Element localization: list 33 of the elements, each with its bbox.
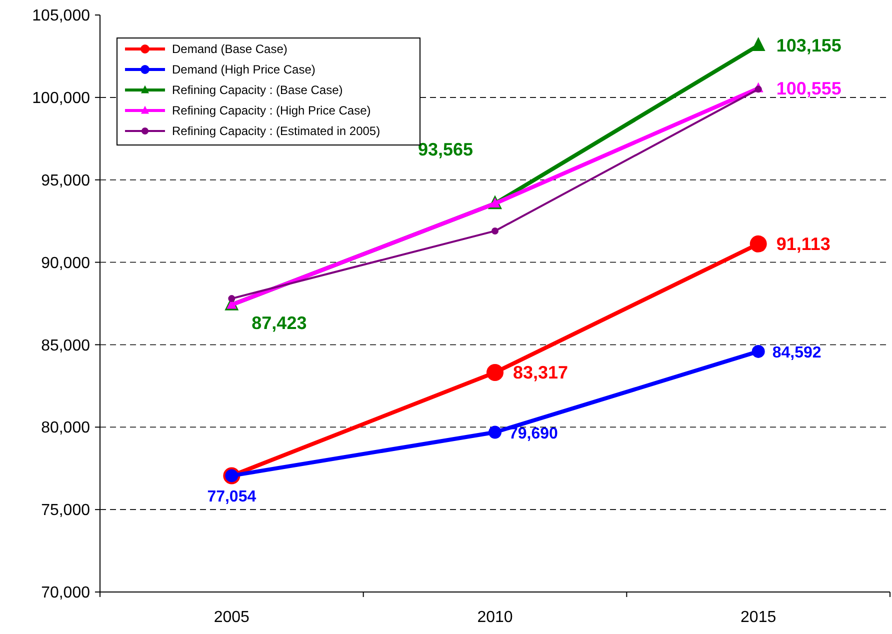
data-label: 103,155	[776, 35, 842, 56]
legend-label: Demand (Base Case)	[172, 42, 288, 56]
x-tick-label: 2015	[740, 609, 776, 626]
point	[752, 344, 765, 358]
legend-label: Refining Capacity : (High Price Case)	[172, 104, 371, 118]
y-tick-label: 75,000	[41, 502, 90, 520]
legend-label: Refining Capacity : (Estimated in 2005)	[172, 124, 380, 138]
data-label: 93,565	[418, 140, 473, 160]
point	[754, 86, 762, 93]
y-tick-label: 100,000	[32, 90, 90, 108]
x-tick-label: 2005	[214, 609, 250, 626]
y-tick-label: 95,000	[41, 172, 90, 190]
x-tick-label: 2010	[477, 609, 513, 626]
data-label: 79,690	[509, 425, 558, 442]
legend-label: Refining Capacity : (Base Case)	[172, 83, 343, 98]
point	[750, 235, 767, 252]
data-label: 87,423	[252, 312, 307, 333]
legend-label: Demand (High Price Case)	[172, 62, 316, 77]
y-tick-label: 90,000	[41, 254, 90, 272]
y-tick-label: 85,000	[41, 337, 90, 354]
data-label: 91,113	[776, 234, 830, 254]
data-label: 100,555	[776, 78, 842, 98]
point	[751, 37, 766, 52]
point	[492, 227, 498, 234]
y-tick-label: 105,000	[32, 8, 90, 25]
data-label: 83,317	[513, 362, 568, 382]
data-label: 84,592	[772, 344, 822, 362]
data-label: 77,054	[207, 488, 256, 506]
point	[486, 364, 504, 381]
point	[488, 426, 502, 439]
y-tick-label: 80,000	[41, 420, 90, 437]
y-tick-label: 70,000	[41, 584, 90, 602]
point	[228, 295, 236, 302]
